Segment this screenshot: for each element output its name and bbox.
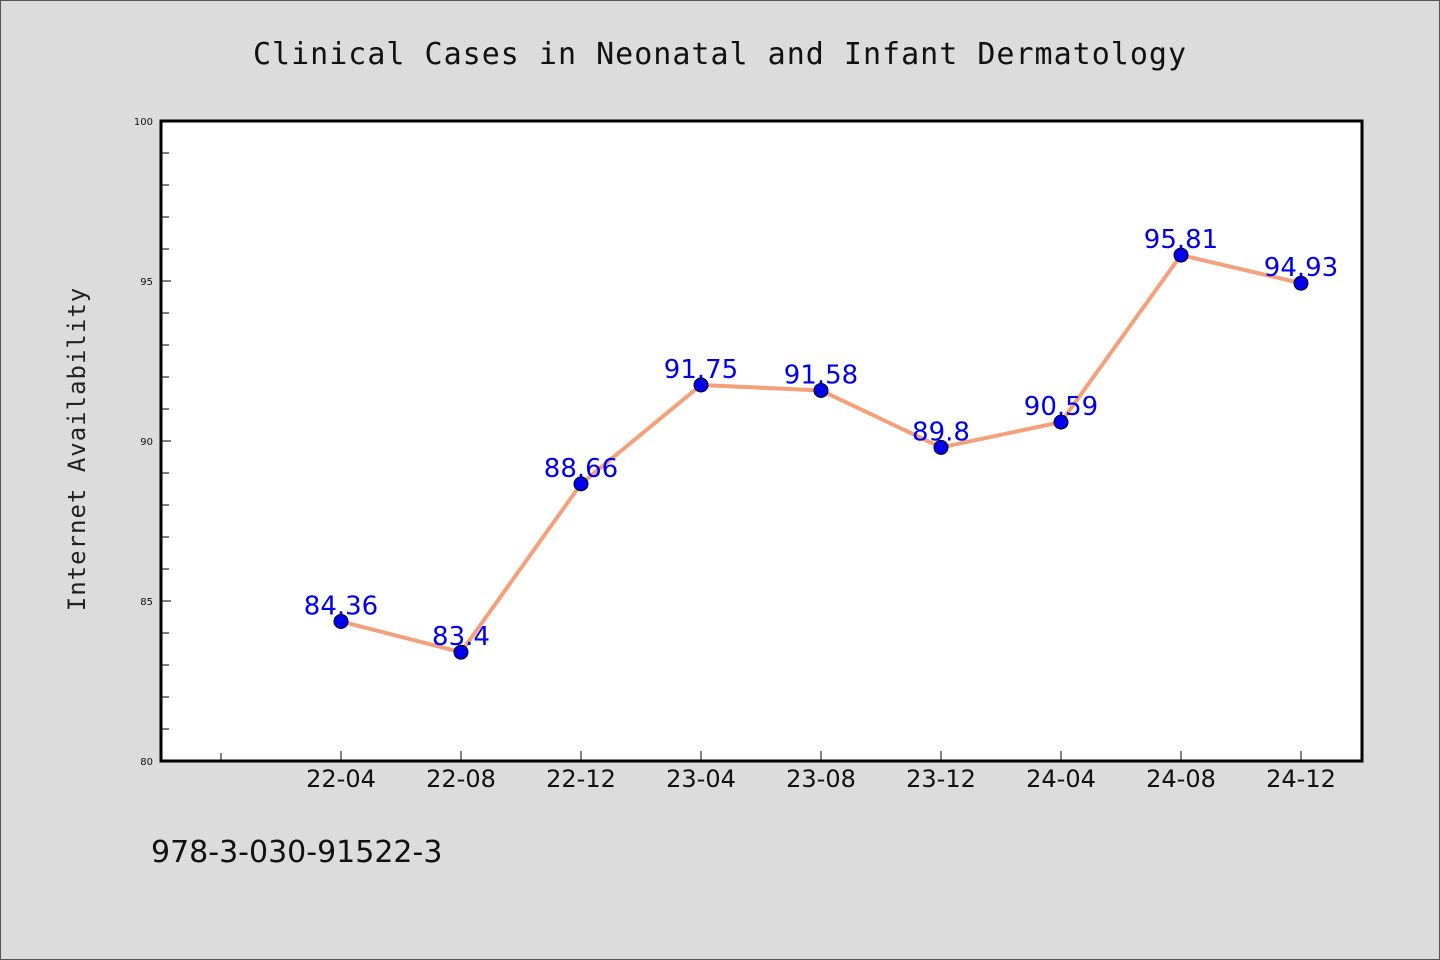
data-label: 95.81 (1144, 225, 1218, 255)
data-label: 91.75 (664, 355, 738, 385)
y-tick-label: 85 (140, 597, 153, 608)
data-point (1173, 247, 1189, 263)
data-point (1053, 414, 1069, 430)
data-point (933, 439, 949, 455)
data-point (813, 382, 829, 398)
y-axis-label: Internet Availability (63, 287, 91, 611)
x-tick-label: 22-04 (306, 765, 376, 793)
data-label: 83.4 (432, 622, 490, 652)
data-point (1293, 275, 1309, 291)
data-label: 88.66 (544, 454, 618, 484)
data-label: 84.36 (304, 591, 378, 621)
data-point (333, 613, 349, 629)
x-tick-label: 23-04 (666, 765, 736, 793)
x-axis: 22-04 22-08 22-12 23-04 23-08 23-12 24-04 24-08… (220, 751, 1336, 793)
data-point (573, 476, 589, 492)
data-label: 89.8 (912, 417, 970, 447)
y-tick-label: 95 (140, 277, 153, 288)
data-label: 94.93 (1264, 253, 1338, 283)
x-tick-label: 23-12 (906, 765, 976, 793)
y-tick-label: 90 (140, 437, 153, 448)
data-label: 91.58 (784, 360, 858, 390)
data-label-group: 84.36 83.4 88.66 91.75 91.58 89.8 90.59 95.81 94… (304, 225, 1338, 652)
x-tick-label: 23-08 (786, 765, 856, 793)
data-label: 90.59 (1024, 392, 1098, 422)
y-tick-label: 100 (134, 117, 153, 128)
data-point (453, 644, 469, 660)
x-tick-label: 22-08 (426, 765, 496, 793)
x-tick-label: 24-08 (1146, 765, 1216, 793)
series-line-group (333, 247, 1309, 660)
x-tick-label: 24-04 (1026, 765, 1096, 793)
chart-title: Clinical Cases in Neonatal and Infant De… (253, 37, 1187, 72)
data-point (693, 377, 709, 393)
x-tick-label: 24-12 (1266, 765, 1336, 793)
x-tick-label: 22-12 (546, 765, 616, 793)
y-tick-label: 80 (140, 757, 153, 768)
plot-area (159, 119, 1364, 763)
isbn-footer: 978-3-030-91522-3 (151, 835, 443, 870)
y-axis: 80 85 90 95 100 (134, 117, 171, 768)
